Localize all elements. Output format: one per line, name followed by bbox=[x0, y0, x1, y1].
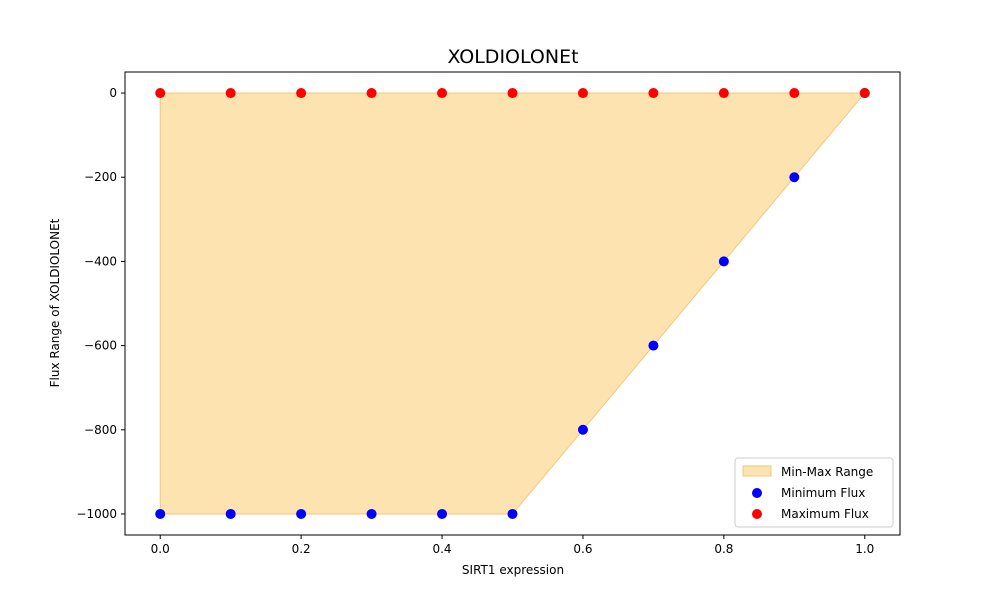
y-tick-label: −800 bbox=[84, 423, 117, 437]
legend: Min-Max Range Minimum Flux Maximum Flux bbox=[734, 457, 894, 528]
maximum-flux-point bbox=[155, 88, 166, 99]
legend-swatch-min-max-range bbox=[742, 465, 772, 477]
maximum-flux-point bbox=[577, 88, 588, 99]
minimum-flux-point bbox=[577, 424, 588, 435]
y-tick-label: −200 bbox=[84, 170, 117, 184]
x-tick-label: 0.4 bbox=[432, 542, 451, 556]
maximum-flux-point bbox=[296, 88, 307, 99]
legend-label-min-max-range: Min-Max Range bbox=[781, 465, 873, 479]
legend-label-minimum-flux: Minimum Flux bbox=[781, 486, 865, 500]
minimum-flux-point bbox=[296, 508, 307, 519]
maximum-flux-point bbox=[225, 88, 236, 99]
maximum-flux-point bbox=[437, 88, 448, 99]
minimum-flux-point bbox=[718, 256, 729, 267]
min-max-range-area bbox=[159, 92, 866, 515]
legend-label-maximum-flux: Maximum Flux bbox=[781, 507, 869, 521]
maximum-flux-point bbox=[859, 88, 870, 99]
y-tick-label: −600 bbox=[84, 339, 117, 353]
y-tick-label: 0 bbox=[109, 86, 117, 100]
x-tick-label: 1.0 bbox=[855, 542, 874, 556]
maximum-flux-point bbox=[648, 88, 659, 99]
y-tick-label: −1000 bbox=[76, 507, 117, 521]
minimum-flux-point bbox=[648, 340, 659, 351]
legend-box bbox=[734, 457, 894, 528]
chart-title: XOLDIOLONEt bbox=[447, 46, 578, 68]
maximum-flux-point bbox=[789, 88, 800, 99]
maximum-flux-point bbox=[366, 88, 377, 99]
x-tick-label: 0.0 bbox=[151, 542, 170, 556]
x-tick-label: 0.6 bbox=[573, 542, 592, 556]
x-axis-label: SIRT1 expression bbox=[462, 563, 564, 577]
axes-frame bbox=[124, 71, 901, 536]
legend-marker-maximum-flux bbox=[752, 509, 762, 519]
minimum-flux-point bbox=[225, 508, 236, 519]
y-axis-label: Flux Range of XOLDIOLONEt bbox=[48, 218, 62, 387]
x-tick-label: 0.2 bbox=[292, 542, 311, 556]
maximum-flux-point bbox=[507, 88, 518, 99]
minimum-flux-point bbox=[366, 508, 377, 519]
minimum-flux-point bbox=[437, 508, 448, 519]
minimum-flux-point bbox=[507, 508, 518, 519]
maximum-flux-point bbox=[718, 88, 729, 99]
minimum-flux-point bbox=[155, 508, 166, 519]
plot-area bbox=[155, 88, 870, 519]
y-tick-label: −400 bbox=[84, 254, 117, 268]
legend-marker-minimum-flux bbox=[752, 488, 762, 498]
x-axis: 0.0 0.2 0.4 0.6 0.8 1.0 bbox=[151, 535, 874, 556]
minimum-flux-point bbox=[789, 172, 800, 183]
x-tick-label: 0.8 bbox=[714, 542, 733, 556]
y-axis: 0 −200 −400 −600 −800 −1000 bbox=[76, 86, 125, 521]
